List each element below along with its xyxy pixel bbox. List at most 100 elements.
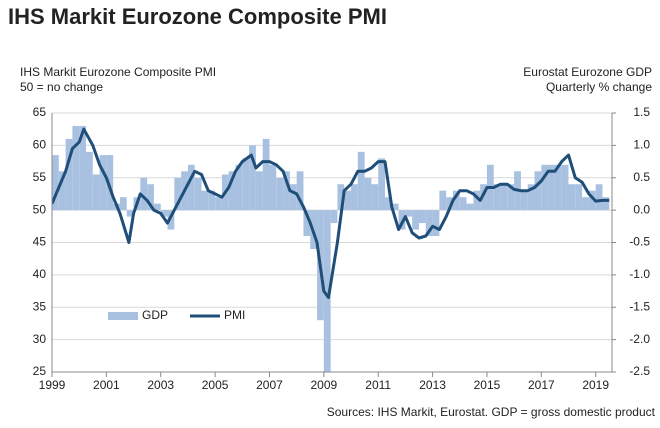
bar: [473, 190, 481, 211]
bar: [52, 155, 59, 211]
y2-tick-label: -1.5: [629, 299, 650, 313]
bar: [147, 184, 154, 211]
bar: [385, 197, 392, 211]
x-tick-label: 2009: [310, 378, 337, 392]
bar: [92, 174, 100, 211]
legend-label: PMI: [224, 308, 245, 322]
bar: [85, 151, 93, 211]
bar: [520, 190, 528, 211]
bar: [357, 151, 365, 211]
bar: [568, 184, 576, 211]
bar: [99, 155, 107, 211]
bar: [215, 197, 222, 211]
bar: [351, 184, 358, 211]
bar: [534, 171, 542, 211]
bar: [378, 158, 386, 211]
bar: [79, 125, 86, 211]
source-note: Sources: IHS Markit, Eurostat. GDP = gro…: [327, 405, 656, 419]
bar: [446, 197, 453, 211]
bar: [439, 190, 447, 211]
y-tick-label: 55: [33, 170, 47, 184]
bar: [561, 164, 569, 211]
bar: [500, 184, 508, 211]
bar: [187, 164, 195, 211]
bar: [58, 171, 66, 211]
bar: [371, 184, 379, 211]
bar: [140, 177, 148, 211]
bar: [119, 197, 127, 211]
bar: [459, 197, 467, 211]
bar: [194, 177, 202, 211]
bar: [548, 164, 555, 211]
y2-tick-label: -2.5: [629, 364, 650, 378]
bar: [153, 203, 161, 211]
bar: [201, 190, 209, 211]
bar: [330, 210, 338, 224]
y2-tick-label: 0.5: [633, 170, 650, 184]
bar: [65, 138, 73, 211]
x-tick-label: 2003: [147, 378, 174, 392]
y-tick-label: 30: [33, 332, 47, 346]
bar: [595, 184, 603, 211]
bar: [337, 184, 345, 211]
legend-swatch: [108, 312, 138, 320]
bar: [418, 210, 426, 224]
bar: [283, 171, 290, 211]
y-axis-label: IHS Markit Eurozone Composite PMI: [20, 65, 216, 79]
bar: [588, 190, 596, 211]
bar: [126, 210, 134, 217]
y-tick-label: 65: [33, 105, 47, 119]
bar: [235, 164, 243, 211]
bar: [391, 203, 399, 211]
bar: [323, 210, 331, 372]
bar: [364, 177, 372, 211]
y2-axis-label: Quarterly % change: [546, 80, 652, 94]
bar: [575, 184, 583, 211]
bar: [72, 125, 80, 211]
y2-tick-label: -2.0: [629, 332, 650, 346]
bar: [289, 184, 297, 211]
bar: [296, 171, 304, 211]
bar: [167, 210, 175, 230]
y-tick-label: 25: [33, 364, 47, 378]
bar: [262, 138, 270, 211]
bar: [174, 177, 182, 211]
x-tick-label: 2005: [202, 378, 229, 392]
bar: [452, 190, 460, 211]
bar: [249, 145, 256, 211]
bar: [208, 190, 216, 211]
line: [52, 127, 610, 299]
y-tick-label: 35: [33, 299, 47, 313]
x-tick-label: 2011: [365, 378, 391, 392]
x-tick-label: 2017: [528, 378, 555, 392]
bar: [255, 171, 263, 211]
bar: [582, 197, 589, 211]
bar: [276, 177, 284, 211]
bar: [554, 164, 562, 211]
x-tick-label: 2019: [582, 378, 609, 392]
y2-tick-label: -1.0: [629, 267, 650, 281]
bar: [507, 184, 515, 211]
bar: [228, 171, 236, 211]
y2-axis-label: Eurostat Eurozone GDP: [523, 65, 652, 79]
bar: [527, 184, 535, 211]
y2-tick-label: 1.0: [633, 138, 650, 152]
x-tick-label: 2013: [419, 378, 446, 392]
y-axis-label: 50 = no change: [20, 80, 103, 94]
bar: [106, 155, 114, 211]
x-tick-label: 1999: [39, 378, 66, 392]
bar: [493, 184, 501, 211]
y-tick-label: 60: [33, 138, 47, 152]
x-tick-label: 2015: [474, 378, 501, 392]
bar: [425, 210, 433, 237]
bar: [412, 210, 419, 230]
bar: [269, 164, 277, 211]
bar: [242, 158, 250, 211]
bar: [602, 197, 610, 211]
bar: [160, 210, 168, 217]
y2-tick-label: 1.5: [633, 105, 650, 119]
bar: [541, 164, 549, 211]
bar: [344, 190, 352, 211]
bar: [466, 203, 474, 211]
